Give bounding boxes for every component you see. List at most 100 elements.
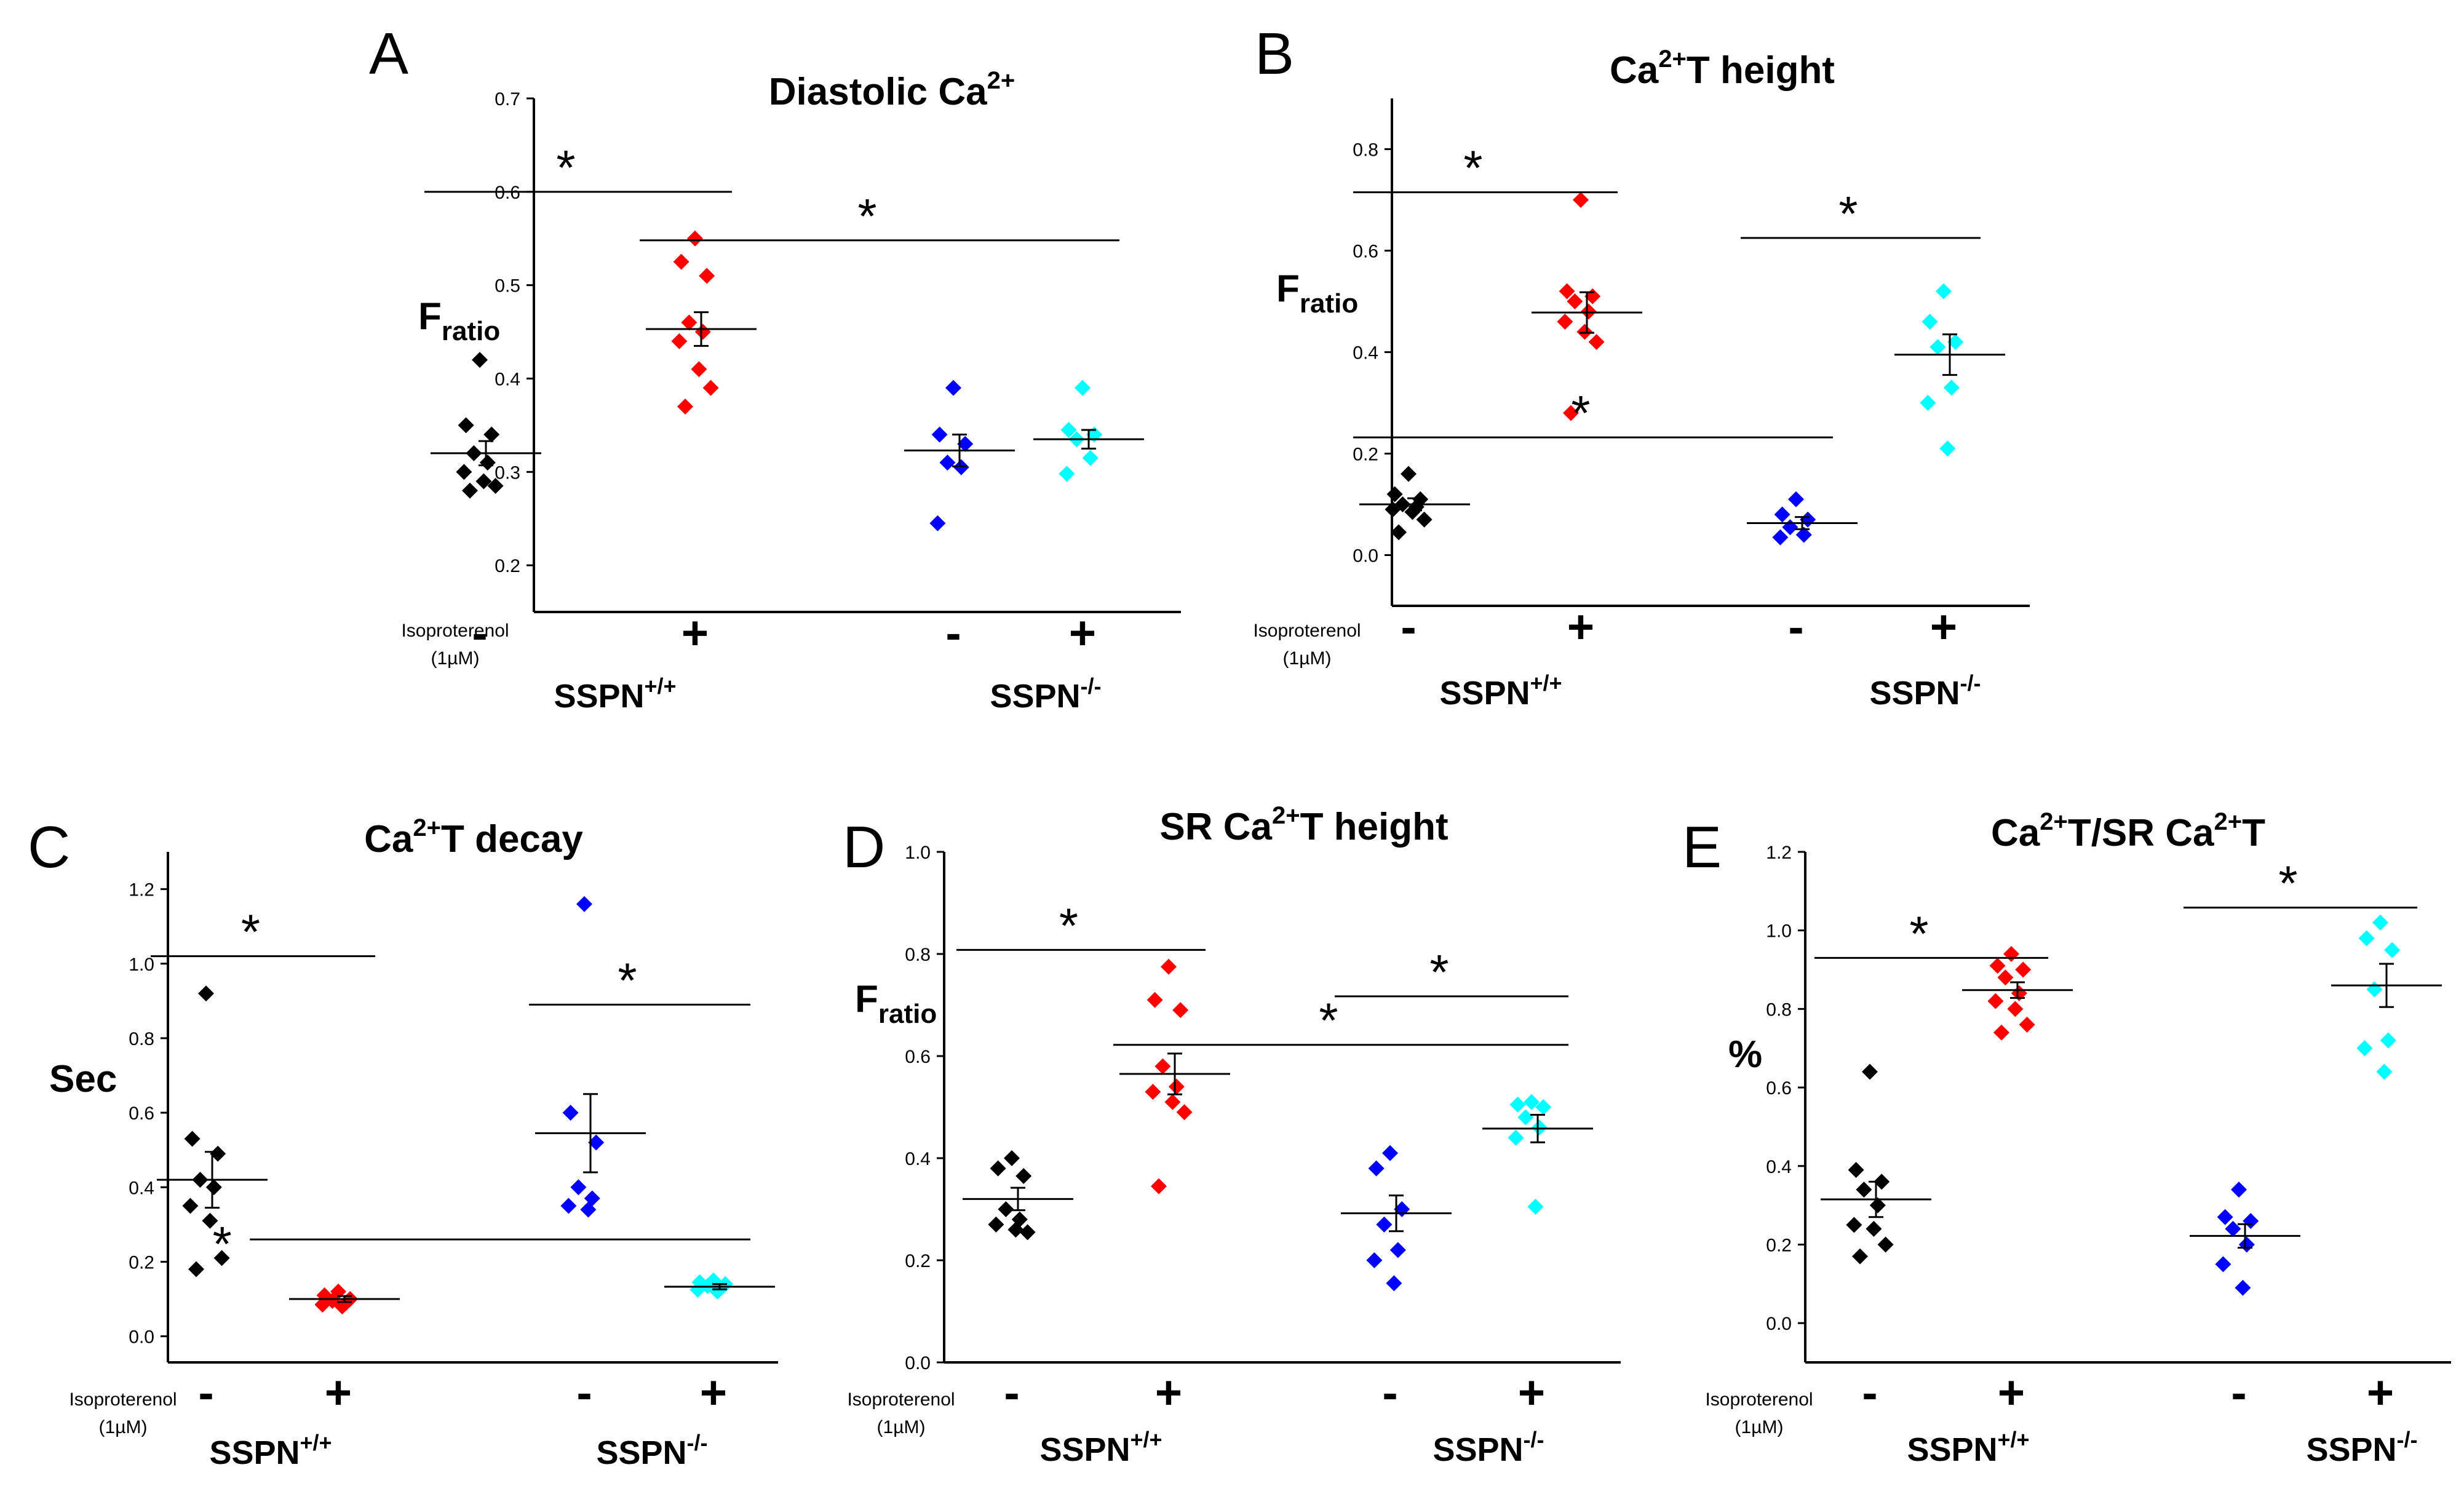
- data-point: [588, 1134, 605, 1151]
- data-point: [1576, 324, 1593, 340]
- data-point: [576, 896, 592, 912]
- data-point: [1075, 379, 1091, 396]
- panel-c: C Ca2+T decay 0.0 0.2 0.4 0.6 0.8 1.0 1.2 Sec * * * I…: [28, 814, 778, 1471]
- significance-star: *: [1429, 945, 1449, 999]
- data-point: [1416, 511, 1433, 528]
- data-point: [1573, 192, 1589, 208]
- data-point: [1368, 1160, 1385, 1177]
- genotype-label: SSPN-/-: [596, 1430, 707, 1471]
- y-tick-label: 0.4: [1766, 1157, 1792, 1177]
- data-point: [483, 426, 500, 443]
- data-point: [1151, 1178, 1167, 1194]
- data-point: [213, 1250, 230, 1266]
- data-point: [456, 464, 472, 480]
- data-point: [1385, 501, 1401, 518]
- data-point: [953, 459, 969, 475]
- data-point: [1145, 1084, 1161, 1100]
- y-tick-label: 0.4: [905, 1149, 931, 1169]
- significance-star: *: [1838, 186, 1858, 241]
- y-axis-label: Fratio: [1276, 268, 1358, 319]
- data-point: [1939, 440, 1956, 457]
- y-tick-label: 1.0: [129, 955, 154, 975]
- data-point: [1019, 1224, 1036, 1241]
- y-tick-label: 0.8: [1353, 140, 1378, 161]
- panel-title: Diastolic Ca2+: [769, 67, 1015, 113]
- data-point: [198, 985, 214, 1002]
- significance-star: *: [1319, 993, 1338, 1048]
- significance-star: *: [1463, 141, 1482, 196]
- data-point: [1389, 1242, 1406, 1258]
- group-2: [1962, 946, 2073, 1041]
- data-point: [1795, 526, 1812, 543]
- y-tick-label: 0.0: [129, 1327, 154, 1348]
- treatment-sign: -: [576, 1367, 592, 1419]
- group-2: [1119, 958, 1230, 1194]
- data-point: [2372, 914, 2388, 931]
- y-tick-label: 0.4: [495, 369, 520, 389]
- data-point: [1782, 519, 1798, 536]
- data-point: [1164, 1094, 1181, 1110]
- data-point: [2007, 1001, 2024, 1017]
- data-point: [1404, 504, 1421, 520]
- data-point: [1936, 283, 1952, 300]
- data-point: [988, 1216, 1004, 1233]
- data-point: [1172, 1002, 1189, 1019]
- data-point: [1401, 466, 1417, 482]
- data-point: [1376, 1216, 1393, 1233]
- data-point: [562, 1105, 579, 1121]
- data-point: [1508, 1129, 1524, 1146]
- data-point: [673, 253, 690, 270]
- treatment-label: Isoproterenol: [69, 1389, 177, 1410]
- data-point: [1588, 334, 1605, 350]
- data-point: [1386, 1275, 1402, 1292]
- data-point: [1943, 379, 1960, 396]
- data-point: [205, 1179, 222, 1196]
- treatment-sign: +: [682, 607, 709, 659]
- treatment-dose: (1µM): [99, 1417, 148, 1437]
- data-point: [1580, 303, 1597, 320]
- group-3: [535, 896, 646, 1218]
- panel-d: D SR Ca2+T height 0.0 0.2 0.4 0.6 0.8 1.0 Fratio…: [843, 802, 1621, 1468]
- data-point: [702, 379, 719, 396]
- group-4: [1482, 1094, 1593, 1215]
- data-point: [1788, 491, 1804, 507]
- genotype-label: SSPN-/-: [2306, 1427, 2417, 1468]
- panel-title: Ca2+T/SR Ca2+T: [1991, 808, 2265, 854]
- data-point: [1366, 1252, 1383, 1268]
- y-tick-label: 0.0: [1353, 546, 1378, 566]
- significance-star: *: [1059, 898, 1078, 953]
- data-point: [681, 314, 697, 331]
- y-tick-label: 0.2: [495, 556, 520, 576]
- data-point: [1846, 1217, 1862, 1233]
- treatment-sign: -: [472, 607, 487, 659]
- treatment-label: Isoproterenol: [1253, 621, 1361, 641]
- significance-star: *: [857, 189, 876, 244]
- panel-letter: A: [369, 21, 408, 87]
- genotype-label: SSPN+/+: [1907, 1427, 2029, 1468]
- treatment-sign: -: [1862, 1367, 1877, 1419]
- data-point: [945, 379, 961, 396]
- data-point: [188, 1261, 204, 1277]
- data-point: [1535, 1099, 1552, 1115]
- data-point: [1509, 1096, 1526, 1113]
- data-point: [687, 230, 703, 247]
- data-point: [2376, 1063, 2393, 1080]
- data-point: [1060, 421, 1077, 438]
- y-axis-label: Sec: [49, 1058, 117, 1100]
- data-point: [2366, 981, 2383, 998]
- data-point: [314, 1297, 331, 1313]
- data-point: [957, 435, 974, 452]
- data-point: [931, 426, 948, 443]
- panel-title: Ca2+T height: [1610, 46, 1835, 92]
- treatment-dose: (1µM): [877, 1417, 926, 1437]
- panel-letter: C: [28, 814, 70, 880]
- y-tick-label: 0.2: [1353, 445, 1378, 465]
- genotype-label: SSPN+/+: [209, 1430, 332, 1471]
- data-point: [929, 515, 946, 531]
- data-point: [1772, 529, 1789, 546]
- data-point: [1531, 1119, 1548, 1136]
- group-4: [664, 1272, 775, 1300]
- y-axis-label: Fratio: [855, 978, 937, 1029]
- data-point: [699, 268, 715, 284]
